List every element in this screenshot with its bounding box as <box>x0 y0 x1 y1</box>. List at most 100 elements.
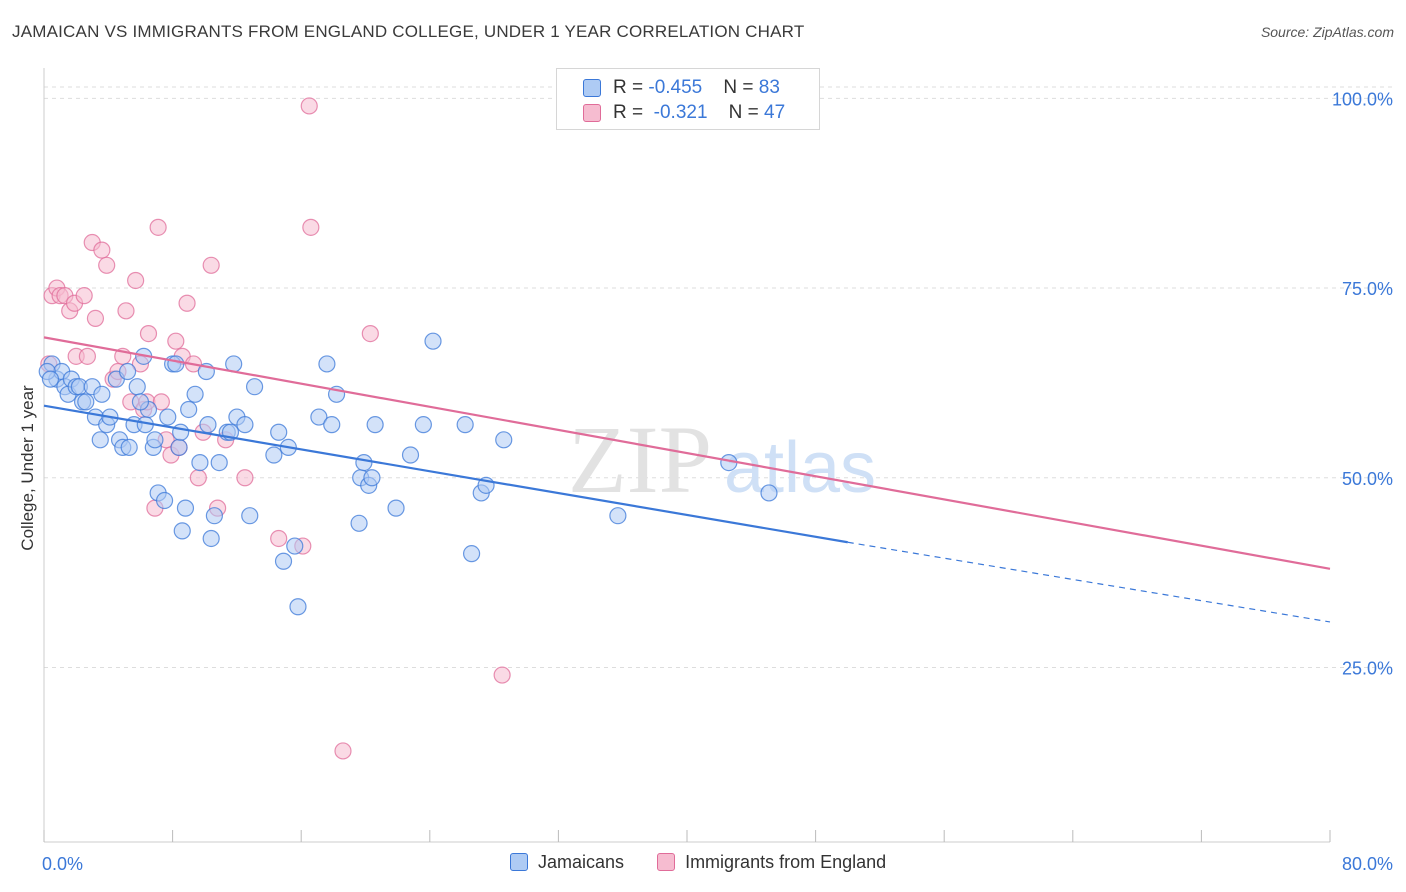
point-jamaicans <box>199 416 217 434</box>
trend-line-jamaicans-extension <box>847 541 1331 623</box>
point-jamaicans <box>131 393 150 411</box>
y-tick-label: 25.0% <box>1342 658 1393 678</box>
point-jamaicans <box>289 598 307 616</box>
point-jamaicans <box>414 416 432 434</box>
x-tick-label: 80.0% <box>1342 854 1393 874</box>
point-england <box>361 324 379 343</box>
legend-n-label: N = <box>728 102 765 123</box>
point-jamaicans <box>424 332 442 350</box>
y-axis-label: College, Under 1 year <box>18 385 37 551</box>
point-england <box>98 256 116 274</box>
point-jamaicans <box>310 408 328 426</box>
point-england <box>139 324 158 343</box>
point-england <box>93 241 111 259</box>
point-england <box>178 294 196 312</box>
watermark-zip: ZIP <box>568 406 712 513</box>
point-jamaicans <box>146 431 164 449</box>
point-jamaicans <box>350 514 368 532</box>
correlation-legend: R = -0.455 N = 83 R = -0.321 N = 47 <box>556 68 820 130</box>
legend-n-label: N = <box>723 77 759 98</box>
point-jamaicans <box>172 423 190 441</box>
point-england <box>302 218 320 236</box>
point-jamaicans <box>41 370 60 388</box>
point-jamaicans <box>495 431 513 449</box>
legend-label-england: Immigrants from England <box>685 852 887 872</box>
point-jamaicans <box>159 408 177 426</box>
point-england <box>334 742 352 760</box>
legend-item-jamaicans[interactable]: Jamaicans <box>510 852 624 873</box>
watermark-atlas: atlas <box>724 428 876 508</box>
point-jamaicans <box>366 416 384 434</box>
point-jamaicans <box>270 423 288 441</box>
point-england <box>149 218 167 236</box>
point-jamaicans <box>176 499 195 517</box>
point-jamaicans <box>93 385 111 403</box>
point-jamaicans <box>173 522 191 540</box>
point-england <box>202 256 220 274</box>
point-jamaicans <box>318 355 336 373</box>
point-jamaicans <box>91 431 109 449</box>
point-england <box>75 287 93 305</box>
tick-labels: 25.0% 50.0% 75.0% 100.0% 0.0% 80.0% <box>42 89 1393 874</box>
point-jamaicans <box>456 416 474 434</box>
point-england <box>117 302 135 320</box>
point-jamaicans <box>609 507 627 525</box>
point-jamaicans <box>180 400 198 419</box>
y-tick-label: 100.0% <box>1332 89 1393 109</box>
legend-r-label: R = <box>613 102 649 123</box>
point-jamaicans <box>167 355 185 373</box>
point-jamaicans <box>186 385 204 403</box>
legend-swatch-pink <box>657 853 676 871</box>
y-tick-label: 50.0% <box>1342 469 1393 489</box>
legend-r-label: R = <box>613 77 649 98</box>
legend-n-value: 47 <box>764 102 786 123</box>
point-jamaicans <box>118 362 137 381</box>
point-jamaicans <box>128 378 146 396</box>
axes <box>43 68 1331 843</box>
point-jamaicans <box>77 393 95 411</box>
chart-title: JAMAICAN VS IMMIGRANTS FROM ENGLAND COLL… <box>12 22 805 41</box>
x-tick-label: 0.0% <box>42 854 83 874</box>
point-jamaicans <box>245 378 264 396</box>
point-jamaicans <box>120 438 138 457</box>
grid-lines <box>44 86 1392 668</box>
point-jamaicans <box>462 545 481 563</box>
point-england <box>300 97 318 115</box>
trend-line-jamaicans <box>43 404 848 544</box>
point-jamaicans <box>274 552 293 570</box>
points-jamaicans <box>38 332 778 616</box>
point-jamaicans <box>355 453 373 472</box>
point-jamaicans <box>265 446 283 464</box>
legend-swatch-blue <box>583 79 601 97</box>
source-note: Source: ZipAtlas.com <box>1260 24 1394 40</box>
point-jamaicans <box>363 469 381 487</box>
legend-swatch-pink <box>583 104 601 122</box>
legend-swatch-blue <box>510 853 528 871</box>
watermark: ZIP atlas <box>568 406 876 513</box>
point-jamaicans <box>241 507 259 525</box>
series-legend: Jamaicans Immigrants from England <box>510 852 914 873</box>
point-england <box>493 666 511 684</box>
point-jamaicans <box>170 438 188 457</box>
point-england <box>270 529 288 548</box>
point-england <box>189 469 207 487</box>
trend-lines <box>43 336 1331 623</box>
point-england <box>127 271 145 290</box>
point-jamaicans <box>202 529 220 548</box>
point-england <box>78 347 97 365</box>
legend-item-england[interactable]: Immigrants from England <box>657 852 886 873</box>
point-jamaicans <box>286 537 304 555</box>
point-england <box>152 393 170 411</box>
point-england <box>86 309 105 328</box>
legend-label-jamaicans: Jamaicans <box>538 852 625 872</box>
point-jamaicans <box>760 484 778 502</box>
point-jamaicans <box>401 446 420 464</box>
point-jamaicans <box>236 416 254 434</box>
y-tick-label: 75.0% <box>1342 279 1393 299</box>
legend-r-value: -0.455 <box>648 77 703 98</box>
point-jamaicans <box>210 453 228 472</box>
trend-line-england <box>43 336 1331 570</box>
point-england <box>167 332 185 350</box>
legend-r-value: -0.321 <box>653 102 708 123</box>
